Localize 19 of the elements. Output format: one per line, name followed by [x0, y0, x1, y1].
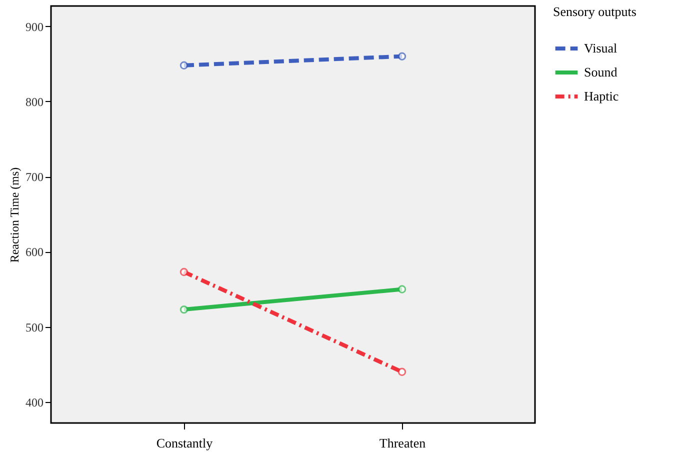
y-tick-label: 700: [26, 170, 44, 184]
point: [398, 52, 406, 60]
point: [398, 285, 406, 294]
point: [180, 61, 188, 70]
y-axis-title: Reaction Time (ms): [8, 167, 22, 263]
y-tick-label: 400: [26, 395, 44, 410]
y-tick-label: 800: [26, 94, 44, 109]
legend-label: Sound: [584, 64, 618, 80]
point: [180, 268, 188, 276]
legend-label: Visual: [584, 40, 618, 56]
legend-title: Sensory outputs: [553, 4, 636, 19]
legend-label: Haptic: [584, 88, 619, 104]
x-tick-label: Threaten: [379, 436, 426, 450]
point: [180, 305, 188, 314]
point: [398, 368, 406, 376]
y-tick-label: 900: [26, 20, 44, 34]
y-tick-label: 500: [26, 320, 44, 334]
y-tick-label: 600: [26, 245, 44, 260]
x-tick-label: Constantly: [156, 436, 214, 450]
